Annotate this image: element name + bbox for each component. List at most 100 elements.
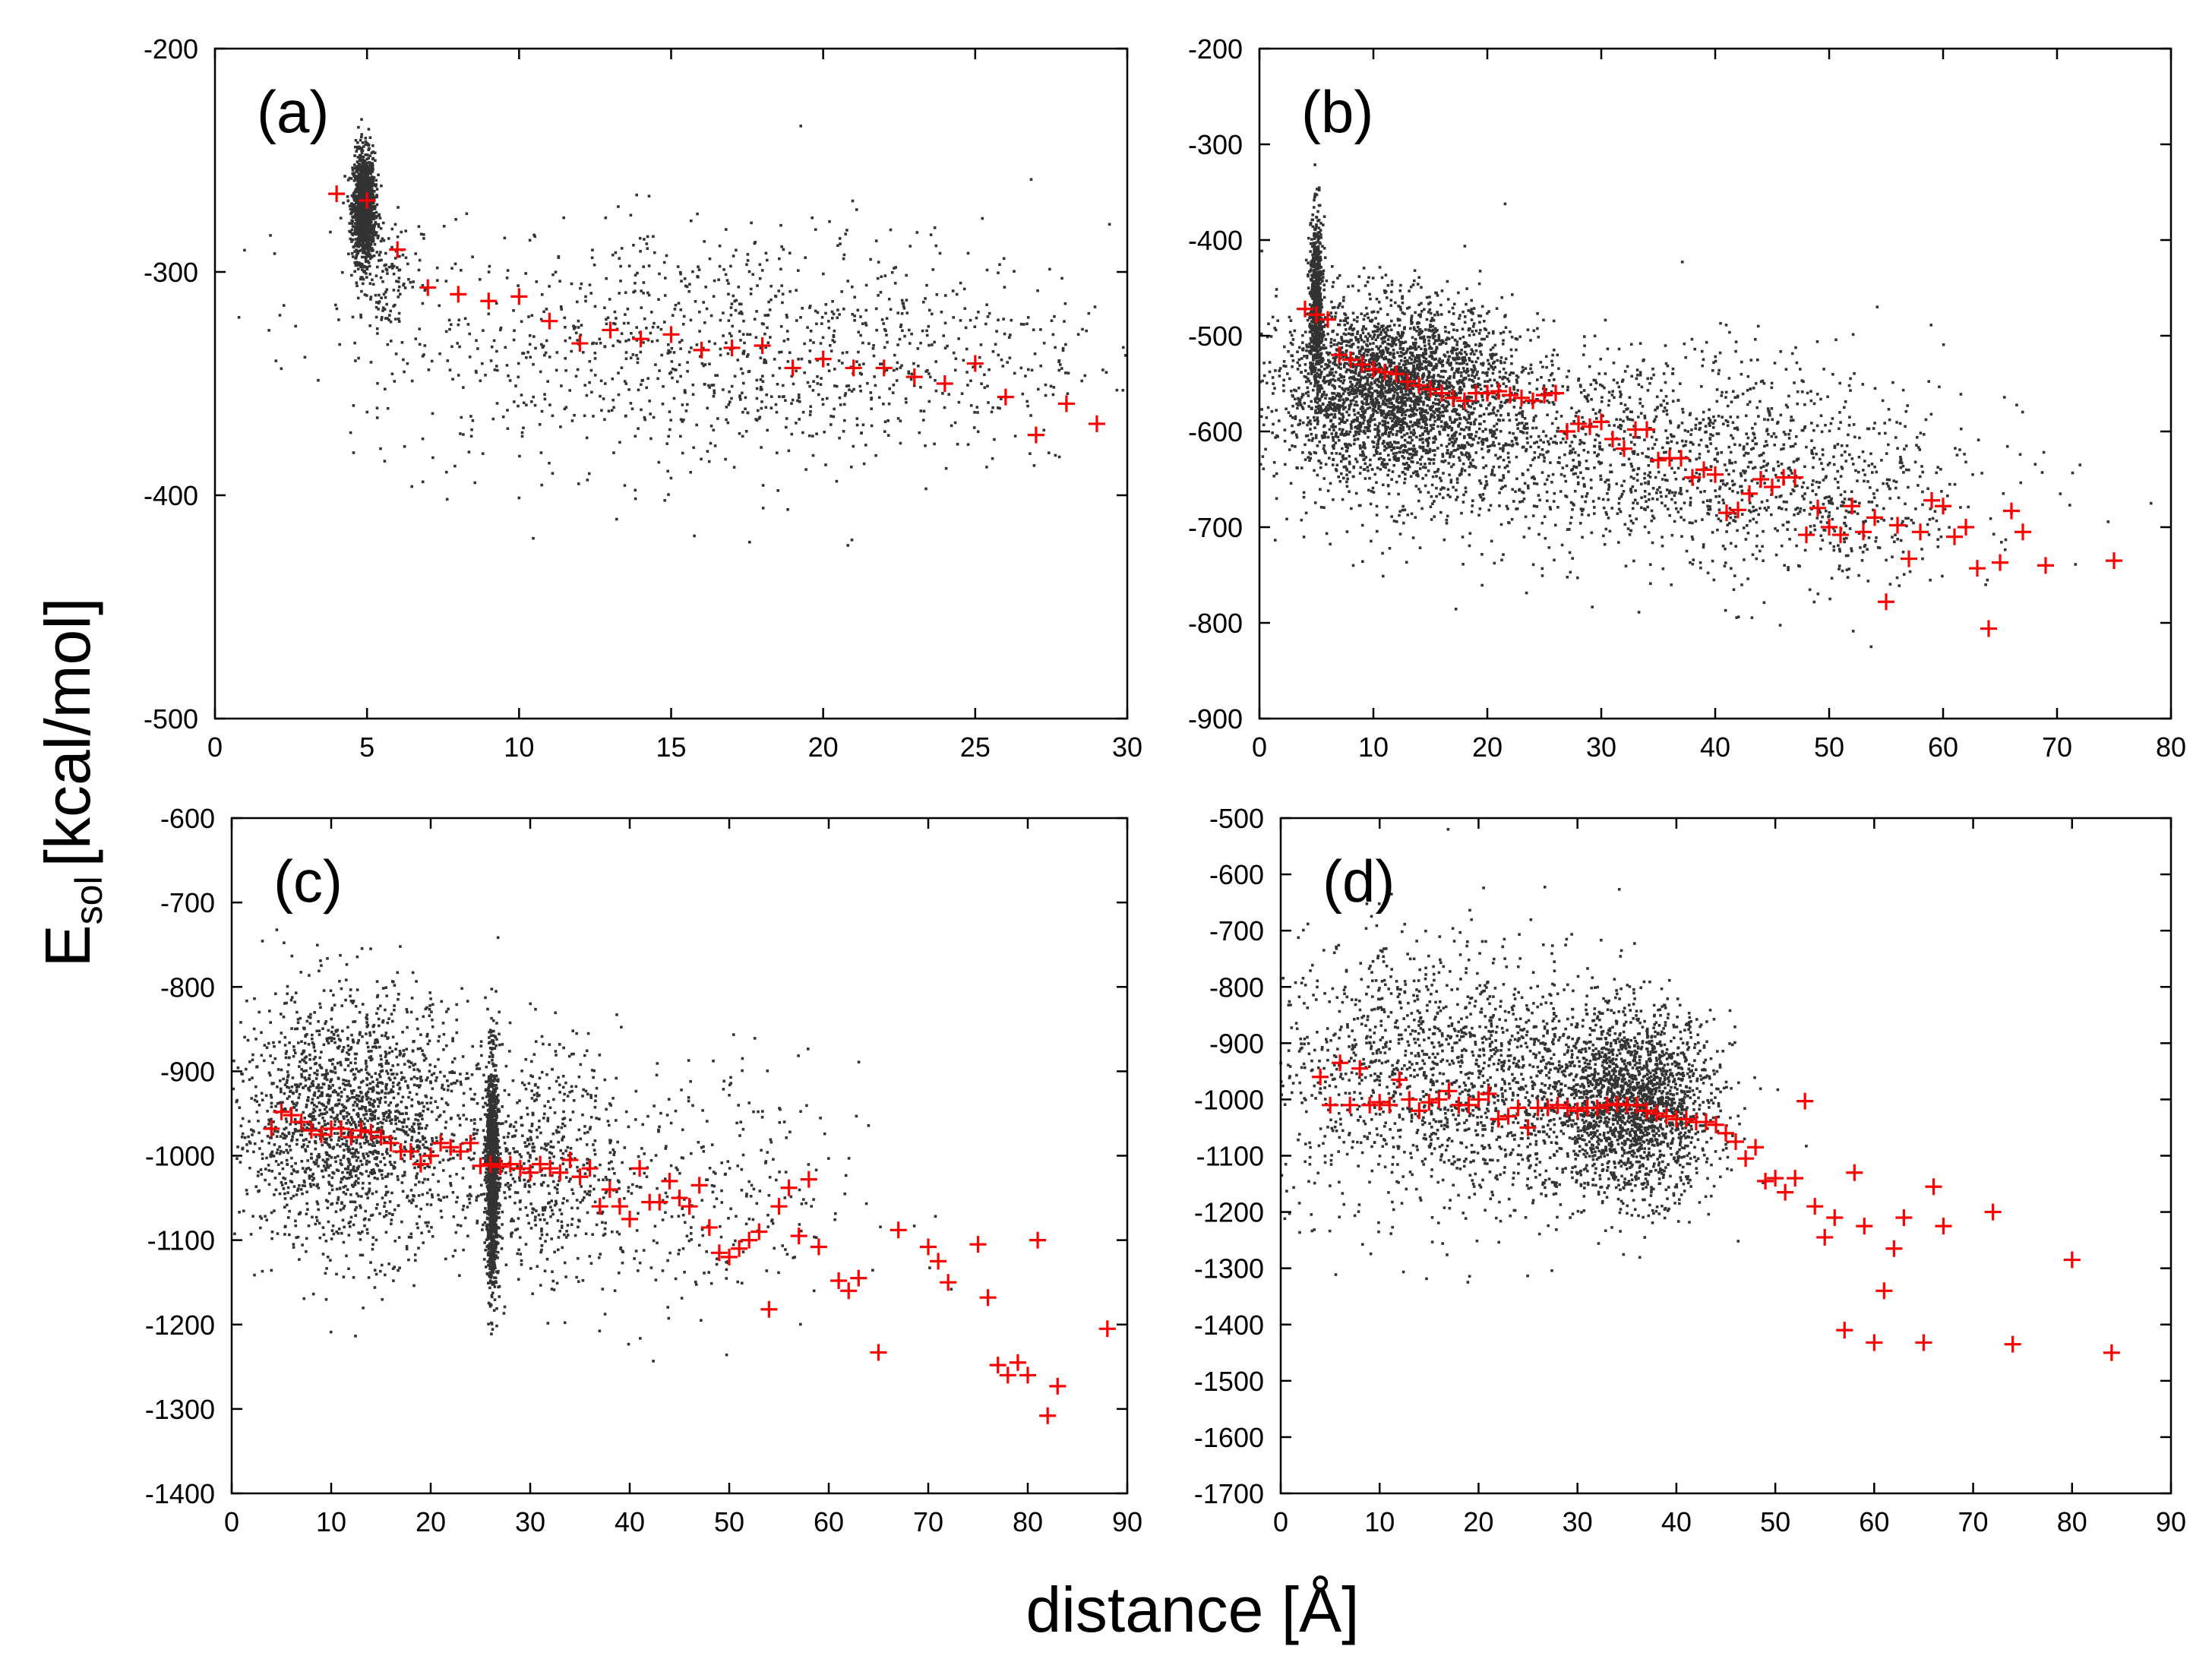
scatter-point xyxy=(473,481,476,485)
scatter-point xyxy=(608,298,611,301)
scatter-point xyxy=(635,193,638,197)
scatter-point xyxy=(1448,355,1452,359)
scatter-point xyxy=(994,343,997,346)
scatter-point xyxy=(1368,476,1371,480)
scatter-point xyxy=(399,292,402,296)
scatter-point xyxy=(591,248,594,251)
scatter-point xyxy=(1328,428,1332,431)
scatter-point xyxy=(350,228,354,232)
scatter-point xyxy=(495,365,498,368)
scatter-point xyxy=(504,346,507,349)
scatter-point xyxy=(820,377,823,380)
scatter-point xyxy=(1316,422,1319,425)
scatter-point xyxy=(851,199,855,203)
scatter-point xyxy=(683,389,687,392)
scatter-point xyxy=(924,370,927,373)
scatter-point xyxy=(811,453,815,457)
scatter-point xyxy=(414,252,417,255)
scatter-point xyxy=(1375,297,1379,301)
scatter-point xyxy=(350,222,354,225)
scatter-point xyxy=(599,394,602,398)
scatter-point xyxy=(1309,250,1312,253)
scatter-point xyxy=(899,323,903,327)
scatter-point xyxy=(966,251,970,255)
scatter-point xyxy=(1324,463,1328,466)
panel-a: 0 5 10 15 20 25 30-200-300-400-500(a) xyxy=(144,33,1142,763)
scatter-point xyxy=(997,353,1000,357)
scatter-point xyxy=(1424,357,1428,361)
scatter-point xyxy=(352,245,356,248)
scatter-point xyxy=(645,327,648,330)
scatter-point xyxy=(381,221,385,225)
scatter-point xyxy=(350,273,353,277)
scatter-point xyxy=(829,344,832,347)
scatter-point xyxy=(1329,345,1333,348)
scatter-point xyxy=(564,339,567,343)
scatter-point xyxy=(1373,418,1376,421)
scatter-point xyxy=(1316,235,1319,238)
mean-marker xyxy=(541,312,558,330)
scatter-point xyxy=(393,257,397,260)
scatter-point xyxy=(451,378,454,381)
scatter-point xyxy=(1382,337,1386,340)
scatter-point xyxy=(732,254,735,258)
scatter-point xyxy=(635,339,639,342)
scatter-point xyxy=(362,211,365,215)
scatter-point xyxy=(1404,477,1407,481)
scatter-point xyxy=(1483,337,1486,341)
scatter-point xyxy=(372,254,376,258)
scatter-point xyxy=(683,277,687,280)
scatter-point xyxy=(778,395,781,398)
scatter-point xyxy=(379,227,383,230)
scatter-point xyxy=(1048,451,1051,454)
scatter-point xyxy=(360,147,364,150)
scatter-point xyxy=(750,221,753,225)
scatter-point xyxy=(1355,320,1359,323)
scatter-point xyxy=(584,299,587,303)
scatter-point xyxy=(1313,261,1316,264)
scatter-point xyxy=(835,384,839,388)
scatter-point xyxy=(809,339,812,342)
scatter-point xyxy=(342,201,345,204)
scatter-point xyxy=(588,381,591,384)
scatter-point xyxy=(368,208,372,212)
scatter-point xyxy=(610,409,614,412)
scatter-point xyxy=(816,375,819,378)
scatter-point xyxy=(353,190,357,193)
scatter-point xyxy=(282,304,286,307)
scatter-point xyxy=(546,380,549,383)
scatter-point xyxy=(368,211,371,215)
scatter-point xyxy=(846,544,849,547)
scatter-point xyxy=(374,231,378,235)
scatter-point xyxy=(329,230,332,234)
scatter-point xyxy=(933,226,937,229)
scatter-point xyxy=(365,260,368,264)
scatter-point xyxy=(724,273,728,276)
scatter-point xyxy=(353,163,356,166)
x-tick-label: 20 xyxy=(808,731,839,763)
scatter-point xyxy=(1436,311,1439,314)
scatter-point xyxy=(700,457,703,461)
scatter-point xyxy=(384,317,387,320)
scatter-point xyxy=(1439,444,1443,447)
scatter-point xyxy=(371,185,374,188)
scatter-point xyxy=(660,353,663,357)
scatter-point xyxy=(371,179,375,183)
scatter-point xyxy=(616,340,620,343)
scatter-point xyxy=(354,210,358,214)
scatter-point xyxy=(358,165,362,168)
scatter-point xyxy=(757,417,761,420)
scatter-point xyxy=(1024,374,1027,378)
scatter-point xyxy=(380,296,383,299)
scatter-point xyxy=(583,414,586,418)
scatter-point xyxy=(1305,349,1308,352)
scatter-point xyxy=(278,314,282,317)
scatter-point xyxy=(551,273,555,276)
scatter-point xyxy=(944,466,948,470)
scatter-point xyxy=(367,148,370,151)
scatter-point xyxy=(688,283,691,286)
scatter-point xyxy=(1313,206,1316,209)
scatter-point xyxy=(903,334,906,338)
scatter-point xyxy=(390,263,394,266)
scatter-point xyxy=(766,258,769,262)
